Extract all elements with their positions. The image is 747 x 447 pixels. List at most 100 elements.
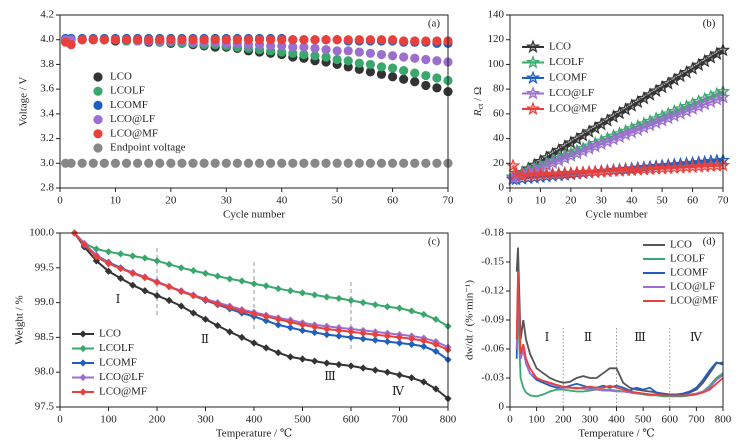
marker xyxy=(343,158,353,168)
marker xyxy=(508,165,524,180)
y-tick-label: -0.06 xyxy=(481,343,504,355)
marker xyxy=(410,53,420,63)
marker xyxy=(420,337,428,345)
legend-marker xyxy=(93,72,103,82)
marker xyxy=(387,51,398,61)
marker xyxy=(226,303,234,312)
marker xyxy=(332,35,342,45)
legend-label: LCOLF xyxy=(549,56,584,68)
marker xyxy=(155,35,165,45)
marker xyxy=(354,58,364,68)
marker xyxy=(274,321,282,329)
marker xyxy=(359,335,367,343)
legend-label: Endpoint voltage xyxy=(110,142,186,154)
marker xyxy=(594,116,609,131)
marker xyxy=(365,158,375,168)
marker xyxy=(420,378,428,386)
marker xyxy=(177,302,185,310)
marker xyxy=(99,35,109,45)
marker xyxy=(250,339,258,347)
marker xyxy=(408,335,416,343)
marker xyxy=(432,347,440,355)
y-tick-label: 120 xyxy=(488,33,505,45)
legend-marker xyxy=(525,54,541,69)
marker xyxy=(432,340,440,348)
marker xyxy=(371,331,379,339)
legend-label: LCO xyxy=(670,239,692,251)
marker xyxy=(104,248,113,256)
legend-marker xyxy=(79,359,87,367)
marker xyxy=(262,282,270,290)
marker xyxy=(636,90,651,105)
y-tick-label: 4.2 xyxy=(40,9,54,21)
x-tick-label: 300 xyxy=(197,414,214,426)
panel-label: (a) xyxy=(428,18,441,30)
marker xyxy=(421,80,431,91)
marker xyxy=(383,332,391,340)
marker xyxy=(201,269,210,277)
marker xyxy=(371,336,379,344)
marker xyxy=(387,35,398,45)
marker xyxy=(298,289,307,297)
marker xyxy=(420,342,428,351)
plot-frame xyxy=(509,232,724,408)
marker xyxy=(354,158,364,168)
marker xyxy=(618,101,633,116)
plot-frame xyxy=(59,232,449,408)
marker xyxy=(250,280,258,288)
marker xyxy=(129,281,137,289)
legend-label: LCO xyxy=(110,71,132,83)
marker xyxy=(288,42,298,52)
legend-label: LCO@LF xyxy=(549,87,594,99)
region-label: Ⅲ xyxy=(634,330,646,344)
marker xyxy=(199,35,209,45)
series-line xyxy=(73,232,449,361)
marker xyxy=(299,42,309,52)
marker xyxy=(432,83,442,93)
marker xyxy=(685,61,700,75)
marker xyxy=(323,293,331,301)
marker xyxy=(88,158,98,168)
legend-marker xyxy=(525,39,541,54)
panel-label: (b) xyxy=(703,18,716,30)
marker xyxy=(133,35,143,45)
marker xyxy=(299,49,309,60)
legend-label: LCO@MF xyxy=(549,103,597,115)
marker xyxy=(274,285,282,293)
marker xyxy=(177,287,185,296)
marker xyxy=(262,317,270,325)
legend-label: LCOLF xyxy=(670,253,705,265)
marker xyxy=(343,46,353,56)
marker xyxy=(214,300,222,308)
marker xyxy=(321,45,331,55)
marker xyxy=(335,294,343,303)
legend-label: LCOLF xyxy=(99,342,134,354)
marker xyxy=(323,325,331,333)
legend-label: LCO@LF xyxy=(670,281,715,293)
legend-marker xyxy=(525,70,541,85)
marker xyxy=(277,35,287,45)
marker xyxy=(343,35,353,45)
marker xyxy=(155,158,165,168)
marker xyxy=(376,35,387,45)
region-label: Ⅰ xyxy=(116,292,121,306)
y-tick-label: -0.15 xyxy=(481,256,504,268)
marker xyxy=(286,324,294,332)
marker xyxy=(432,385,440,393)
x-tick-label: 60 xyxy=(687,195,699,207)
marker xyxy=(399,158,409,168)
x-tick-label: 600 xyxy=(662,414,679,426)
marker xyxy=(347,333,355,341)
x-tick-label: 10 xyxy=(110,195,122,207)
y-axis-label: Voltage / V xyxy=(18,77,30,127)
x-tick-label: 50 xyxy=(332,195,344,207)
marker xyxy=(600,113,615,127)
marker xyxy=(188,158,198,168)
marker xyxy=(321,52,331,62)
marker xyxy=(165,260,173,268)
marker xyxy=(432,56,442,66)
marker xyxy=(311,291,319,299)
legend-marker xyxy=(79,388,87,396)
y-tick-label: 80 xyxy=(493,83,505,95)
legend-marker xyxy=(525,85,541,100)
